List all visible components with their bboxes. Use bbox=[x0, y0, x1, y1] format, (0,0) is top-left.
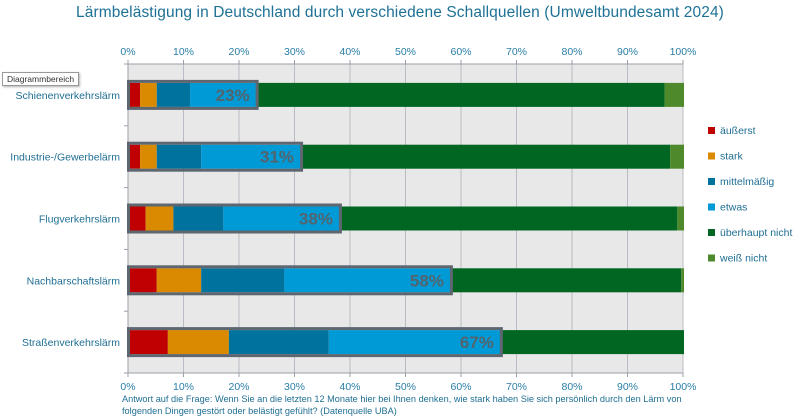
x-tick-label-bottom: 30% bbox=[284, 381, 305, 393]
bar-segment-weiß-nicht[interactable] bbox=[664, 82, 684, 107]
legend-label[interactable]: überhaupt nicht bbox=[720, 227, 792, 239]
category-label: Nachbarschaftslärm bbox=[27, 275, 121, 287]
bar-segment-äußerst[interactable] bbox=[129, 206, 146, 231]
bar-segment-weiß-nicht[interactable] bbox=[677, 206, 684, 231]
bar-segment-weiß-nicht[interactable] bbox=[681, 268, 684, 293]
category-label: Straßenverkehrslärm bbox=[22, 337, 120, 349]
annotation-label: 67% bbox=[460, 333, 494, 352]
annotation-label: 23% bbox=[216, 86, 250, 105]
bar-segment-äußerst[interactable] bbox=[129, 144, 141, 169]
legend-label[interactable]: etwas bbox=[720, 202, 747, 214]
category-label: Flugverkehrslärm bbox=[39, 214, 120, 226]
bar-segment-stark[interactable] bbox=[156, 268, 202, 293]
x-tick-label-top: 0% bbox=[120, 46, 135, 58]
legend-label[interactable]: weiß nicht bbox=[719, 253, 767, 265]
legend-swatch bbox=[708, 254, 715, 262]
highlight-frame bbox=[127, 79, 259, 110]
bar-segment-mittelmäßig[interactable] bbox=[156, 144, 202, 169]
x-tick-label-bottom: 20% bbox=[228, 381, 249, 393]
bar-segment-mittelmäßig[interactable] bbox=[228, 330, 329, 355]
x-tick-label-bottom: 90% bbox=[617, 381, 638, 393]
bar-segment-etwas[interactable] bbox=[284, 268, 451, 293]
highlight-frame bbox=[127, 265, 453, 296]
x-tick-label-top: 80% bbox=[561, 46, 582, 58]
legend-swatch bbox=[708, 178, 715, 185]
category-label: Industrie-/Gewerbelärm bbox=[10, 152, 120, 164]
chart-title: Lärmbelästigung in Deutschland durch ver… bbox=[76, 4, 724, 21]
x-tick-label-top: 10% bbox=[173, 46, 194, 58]
bar-segment-überhaupt-nicht[interactable] bbox=[500, 330, 684, 355]
bar-segment-überhaupt-nicht[interactable] bbox=[450, 268, 682, 293]
x-tick-label-top: 20% bbox=[228, 46, 249, 58]
annotation-label: 31% bbox=[260, 148, 294, 167]
chart-area-tooltip: Diagrammbereich bbox=[2, 72, 80, 86]
x-tick-label-bottom: 60% bbox=[450, 381, 471, 393]
bar-segment-mittelmäßig[interactable] bbox=[201, 268, 285, 293]
bar-segment-etwas[interactable] bbox=[201, 144, 302, 169]
bar-segment-etwas[interactable] bbox=[328, 330, 501, 355]
x-tick-label-bottom: 50% bbox=[395, 381, 416, 393]
legend-label[interactable]: äußerst bbox=[720, 125, 756, 137]
x-tick-label-top: 70% bbox=[506, 46, 527, 58]
x-tick-label-top: 30% bbox=[284, 46, 305, 58]
bar-segment-stark[interactable] bbox=[140, 82, 157, 107]
legend-swatch bbox=[708, 152, 715, 160]
legend-label[interactable]: mittelmäßig bbox=[720, 176, 774, 188]
x-tick-label-bottom: 70% bbox=[506, 381, 527, 393]
legend-swatch bbox=[708, 127, 715, 134]
bar-segment-mittelmäßig[interactable] bbox=[173, 206, 224, 231]
bar-segment-überhaupt-nicht[interactable] bbox=[256, 82, 665, 107]
bar-segment-stark[interactable] bbox=[140, 144, 157, 169]
legend-swatch bbox=[708, 203, 715, 211]
bar-segment-stark[interactable] bbox=[145, 206, 174, 231]
highlight-frame bbox=[127, 203, 342, 234]
x-tick-label-top: 60% bbox=[450, 46, 471, 58]
x-tick-label-top: 90% bbox=[617, 46, 638, 58]
bar-segment-äußerst[interactable] bbox=[129, 82, 141, 107]
bar-segment-überhaupt-nicht[interactable] bbox=[301, 144, 671, 169]
x-tick-label-bottom: 40% bbox=[339, 381, 360, 393]
x-tick-label-bottom: 10% bbox=[173, 381, 194, 393]
footnote: Antwort auf die Frage: Wenn Sie an die l… bbox=[122, 394, 682, 416]
bar-segment-äußerst[interactable] bbox=[129, 268, 157, 293]
highlight-frame bbox=[127, 327, 503, 358]
bar-segment-weiß-nicht[interactable] bbox=[670, 144, 684, 169]
bar-segment-überhaupt-nicht[interactable] bbox=[339, 206, 678, 231]
bar-segment-äußerst[interactable] bbox=[129, 330, 168, 355]
annotation-label: 38% bbox=[299, 210, 333, 229]
x-tick-label-bottom: 0% bbox=[120, 381, 135, 393]
bar-segment-etwas[interactable] bbox=[190, 82, 257, 107]
annotation-label: 58% bbox=[410, 271, 444, 290]
x-tick-label-bottom: 100% bbox=[670, 381, 697, 393]
highlight-frame bbox=[127, 141, 304, 172]
bar-segment-mittelmäßig[interactable] bbox=[156, 82, 191, 107]
x-tick-label-top: 40% bbox=[339, 46, 360, 58]
bar-segment-etwas[interactable] bbox=[223, 206, 340, 231]
x-tick-label-top: 100% bbox=[670, 46, 697, 58]
x-tick-label-bottom: 80% bbox=[561, 381, 582, 393]
legend-swatch bbox=[708, 229, 715, 236]
bar-segment-stark[interactable] bbox=[167, 330, 229, 355]
x-tick-label-top: 50% bbox=[395, 46, 416, 58]
category-label: Schienenverkehrslärm bbox=[16, 90, 121, 102]
legend-label[interactable]: stark bbox=[720, 151, 744, 163]
